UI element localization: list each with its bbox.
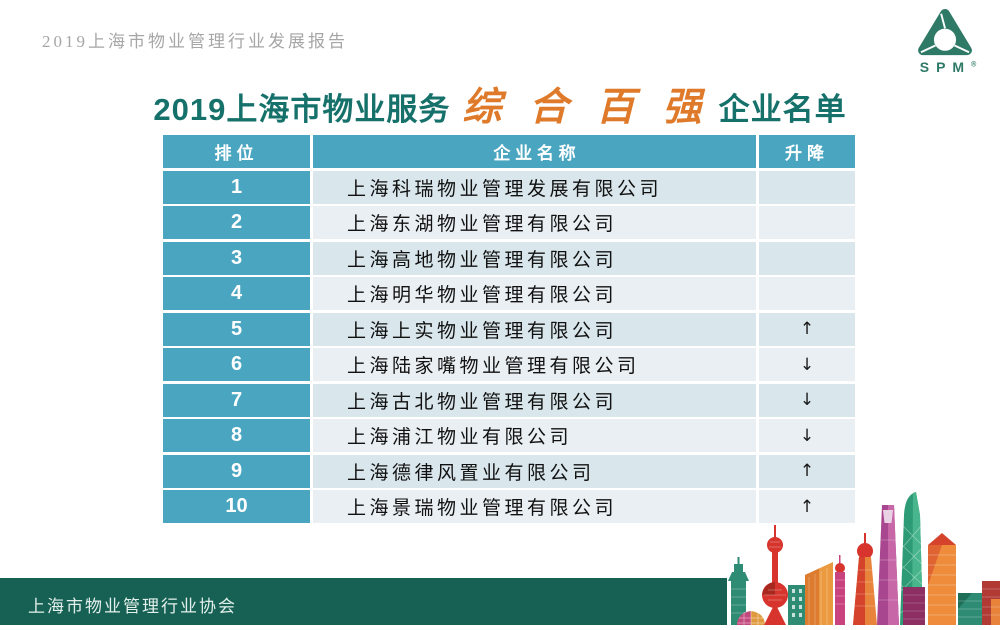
table-row: 5 上海上实物业管理有限公司 ↑: [163, 312, 855, 346]
table-row: 9 上海德律风置业有限公司 ↑: [163, 454, 855, 488]
change-arrow-cell: [759, 170, 855, 204]
table-row: 1 上海科瑞物业管理发展有限公司: [163, 170, 855, 204]
rank-cell: 1: [163, 170, 310, 204]
change-arrow-cell: ↓: [759, 348, 855, 381]
company-name-cell: 上海古北物业管理有限公司: [313, 383, 756, 417]
table-row: 4 上海明华物业管理有限公司: [163, 277, 855, 310]
page-title: 2019上海市物业服务 综 合 百 强 企业名单: [0, 76, 1000, 132]
rank-cell: 2: [163, 206, 310, 239]
spm-triangle-icon: [910, 8, 980, 58]
change-arrow-cell: ↑: [759, 312, 855, 346]
header-change: 升降: [759, 135, 855, 168]
change-arrow-cell: ↑: [759, 490, 855, 523]
change-arrow-cell: [759, 277, 855, 310]
rank-cell: 7: [163, 383, 310, 417]
footer-bar: 上海市物业管理行业协会: [0, 578, 727, 625]
company-name-cell: 上海浦江物业有限公司: [313, 419, 756, 452]
rank-cell: 6: [163, 348, 310, 381]
header-name: 企 业 名 称: [313, 135, 756, 168]
company-name-cell: 上海景瑞物业管理有限公司: [313, 490, 756, 523]
report-label: 2019上海市物业管理行业发展报告: [42, 32, 348, 51]
rank-cell: 3: [163, 241, 310, 275]
change-arrow-cell: [759, 241, 855, 275]
header-rank: 排位: [163, 135, 310, 168]
rank-cell: 8: [163, 419, 310, 452]
change-arrow-cell: [759, 206, 855, 239]
rank-cell: 10: [163, 490, 310, 523]
change-arrow-cell: ↑: [759, 454, 855, 488]
title-highlight: 综 合 百 强: [462, 86, 711, 129]
rank-cell: 9: [163, 454, 310, 488]
table-header-row: 排位 企 业 名 称 升降: [163, 135, 855, 168]
company-name-cell: 上海德律风置业有限公司: [313, 454, 756, 488]
change-arrow-cell: ↓: [759, 383, 855, 417]
title-suffix: 企业名单: [718, 92, 847, 127]
table-row: 6 上海陆家嘴物业管理有限公司 ↓: [163, 348, 855, 381]
rank-cell: 5: [163, 312, 310, 346]
company-name-cell: 上海上实物业管理有限公司: [313, 312, 756, 346]
company-name-cell: 上海高地物业管理有限公司: [313, 241, 756, 275]
rank-cell: 4: [163, 277, 310, 310]
change-arrow-cell: ↓: [759, 419, 855, 452]
title-prefix: 2019上海市物业服务: [153, 92, 451, 127]
table-row: 7 上海古北物业管理有限公司 ↓: [163, 383, 855, 417]
table-row: 10 上海景瑞物业管理有限公司 ↑: [163, 490, 855, 523]
table-row: 2 上海东湖物业管理有限公司: [163, 206, 855, 239]
footer-association-name: 上海市物业管理行业协会: [28, 597, 237, 616]
company-name-cell: 上海明华物业管理有限公司: [313, 277, 756, 310]
company-name-cell: 上海东湖物业管理有限公司: [313, 206, 756, 239]
company-name-cell: 上海科瑞物业管理发展有限公司: [313, 170, 756, 204]
top100-table: 排位 企 业 名 称 升降 1 上海科瑞物业管理发展有限公司 2 上海东湖物业管…: [163, 135, 855, 523]
spm-logo: SPM®: [910, 8, 980, 75]
company-name-cell: 上海陆家嘴物业管理有限公司: [313, 348, 756, 381]
table-row: 3 上海高地物业管理有限公司: [163, 241, 855, 275]
spm-logo-text: SPM®: [919, 59, 977, 75]
table-row: 8 上海浦江物业有限公司 ↓: [163, 419, 855, 452]
